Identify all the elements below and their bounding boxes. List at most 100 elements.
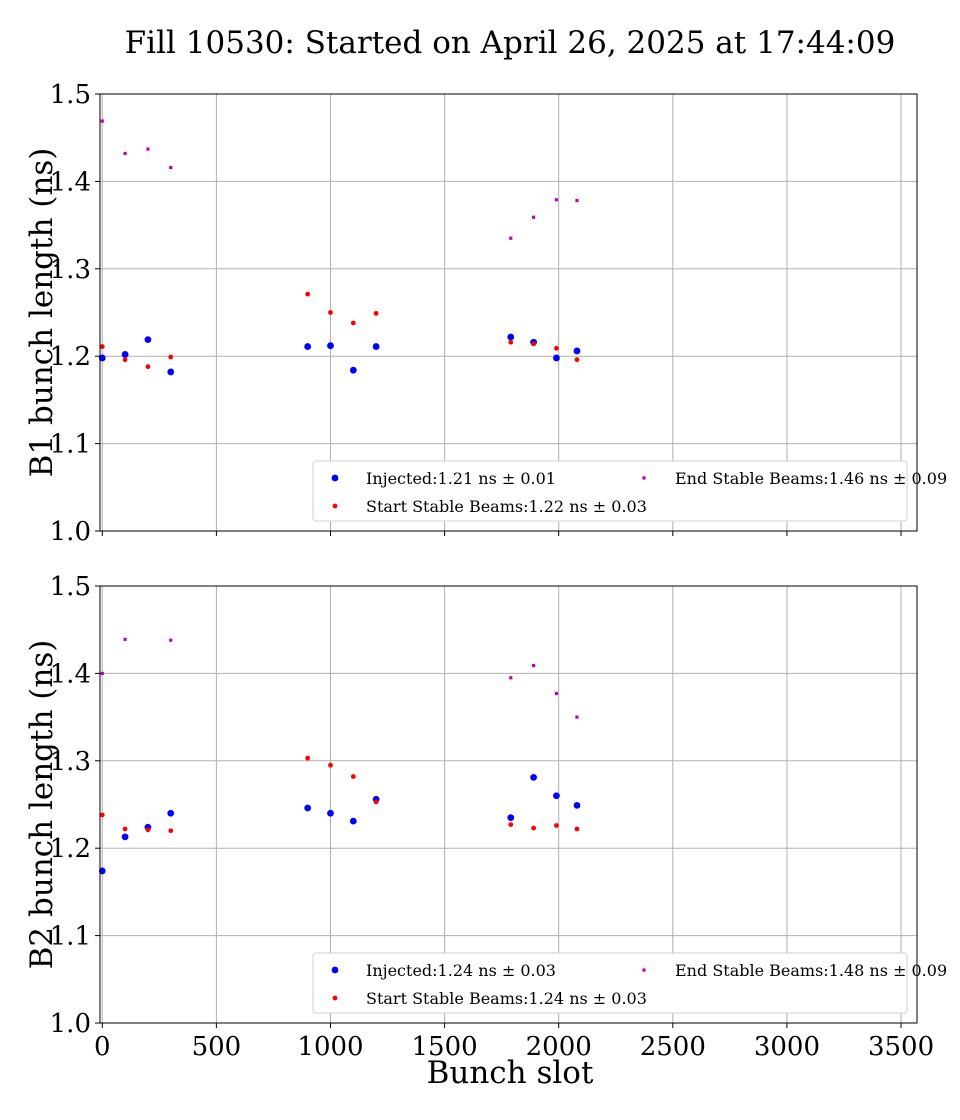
b2-series-1-point — [507, 814, 515, 822]
b2-legend-label: Start Stable Beams:1.24 ns ± 0.03 — [366, 989, 647, 1008]
b1-series-1-point — [144, 336, 152, 343]
b1-legend-marker — [331, 474, 339, 482]
b2-x-tick-label: 2500 — [640, 1032, 706, 1062]
b2-series-3-point — [509, 676, 513, 680]
b2-legend-box — [312, 952, 908, 1014]
b2-series-1-point — [327, 809, 334, 817]
b1-series-2-point — [99, 344, 105, 349]
b1-plot-frame — [99, 93, 918, 532]
b1-y-tick-label: 1.0 — [50, 517, 91, 547]
b2-x-tick-label: 500 — [192, 1032, 242, 1062]
b2-x-tick-label: 1500 — [412, 1032, 478, 1062]
b1-series-1-point — [349, 366, 357, 374]
b2-series-3-point — [123, 637, 127, 641]
b2-gridlines — [100, 585, 917, 1024]
b2-series-2-point — [305, 755, 311, 761]
b2-series-3-point — [100, 671, 104, 675]
b2-y-tick-label: 1.0 — [50, 1009, 91, 1039]
b2-series-2-point — [350, 774, 356, 779]
b2-series-3-point — [169, 638, 173, 642]
b1-series-3-point — [100, 119, 104, 123]
b2-series-2-point — [99, 812, 105, 818]
b2-series-1-point — [121, 833, 129, 841]
b2-series-1-point — [167, 809, 175, 817]
b2-panel: 0 500 1000 1500 2000 2500 3000 3500 1.0 1.1 1.2 1.3… — [24, 572, 947, 1062]
b2-x-tick-label: 3000 — [754, 1032, 820, 1062]
b1-y-tick-label: 1.1 — [50, 430, 91, 460]
b2-series-3-point — [575, 715, 579, 719]
b1-series-1-point — [553, 354, 560, 362]
b1-data-points — [98, 119, 581, 376]
b2-legend-marker — [331, 966, 339, 974]
b1-ticks: 1.0 1.1 1.2 1.3 1.4 1.5 — [50, 80, 902, 547]
b2-series-1-point — [553, 792, 560, 800]
b1-series-1-point — [372, 343, 380, 350]
b1-series-2-point — [350, 320, 356, 326]
b2-x-tick-label: 1000 — [297, 1032, 363, 1062]
b2-plot-frame — [99, 585, 918, 1024]
b2-series-3-point — [554, 691, 559, 696]
b1-series-2-point — [373, 310, 379, 316]
b2-y-tick-label: 1.2 — [50, 834, 91, 864]
b2-legend-marker — [332, 995, 338, 1001]
b2-series-2-point — [554, 823, 559, 828]
b2-y-tick-label: 1.1 — [50, 922, 91, 952]
b1-series-1-point — [121, 351, 129, 358]
b1-legend-label: Start Stable Beams:1.22 ns ± 0.03 — [366, 497, 647, 516]
b1-panel: 1.01.11.21.31.41.5 B1 bunch length (ns) … — [24, 80, 947, 547]
b2-series-3-point — [532, 663, 536, 668]
b1-y-tick-label: 1.2 — [50, 342, 91, 372]
b1-legend-marker — [332, 503, 338, 509]
b2-y-tick-label: 1.3 — [50, 747, 91, 777]
b1-series-2-point — [328, 310, 333, 315]
x-axis-label: Bunch slot — [427, 1055, 594, 1091]
b1-legend-label: End Stable Beams:1.46 ns ± 0.09 — [675, 469, 947, 488]
b1-series-2-point — [574, 357, 580, 363]
b1-y-axis-label: B1 bunch length (ns) — [24, 148, 60, 478]
b2-series-2-point — [145, 827, 151, 833]
b1-series-3-point — [146, 147, 150, 151]
chart-title: Fill 10530: Started on April 26, 2025 at… — [125, 25, 896, 61]
b2-series-1-point — [98, 867, 106, 875]
b1-series-3-point — [532, 215, 536, 219]
b2-series-1-point — [349, 817, 357, 825]
b1-legend: Injected:1.21 ns ± 0.01 Start Stable Beam… — [312, 460, 947, 522]
b1-series-1-point — [304, 343, 312, 350]
b1-series-3-point — [169, 165, 173, 170]
b2-series-2-point — [531, 825, 537, 831]
b2-data-points — [98, 637, 581, 875]
b1-series-3-point — [575, 199, 579, 203]
b1-series-2-point — [168, 354, 174, 360]
b1-series-1-point — [573, 347, 581, 355]
b1-legend-label: Injected:1.21 ns ± 0.01 — [366, 469, 556, 488]
b1-legend-box — [312, 460, 908, 522]
b1-y-tick-label: 1.5 — [50, 80, 91, 110]
b1-series-3-point — [554, 198, 559, 202]
b2-y-tick-label: 1.4 — [50, 659, 91, 689]
b1-y-tick-label: 1.3 — [50, 255, 91, 285]
b2-series-2-point — [574, 826, 580, 832]
b1-series-1-point — [98, 354, 106, 362]
b2-series-2-point — [508, 822, 514, 828]
b2-legend-label: End Stable Beams:1.48 ns ± 0.09 — [675, 961, 947, 980]
b2-series-2-point — [373, 799, 379, 805]
b1-series-2-point — [305, 291, 311, 297]
b1-series-3-point — [509, 236, 513, 240]
b1-series-2-point — [145, 364, 151, 370]
b1-series-2-point — [554, 345, 559, 351]
b2-series-2-point — [328, 762, 333, 768]
b1-y-tick-label: 1.4 — [50, 167, 91, 197]
b2-series-2-point — [122, 826, 128, 832]
b1-series-2-point — [508, 339, 514, 345]
b2-x-tick-label: 3500 — [868, 1032, 934, 1062]
b1-series-1-point — [507, 333, 515, 341]
b1-series-2-point — [531, 341, 537, 347]
b1-legend-marker — [642, 476, 646, 480]
b2-series-1-point — [530, 774, 538, 781]
b2-legend: Injected:1.24 ns ± 0.03 Start Stable Beam… — [312, 952, 947, 1014]
b2-x-tick-label: 2000 — [526, 1032, 592, 1062]
b2-legend-label: Injected:1.24 ns ± 0.03 — [366, 961, 556, 980]
b2-y-axis-label: B2 bunch length (ns) — [24, 640, 60, 970]
b1-series-2-point — [122, 357, 128, 363]
